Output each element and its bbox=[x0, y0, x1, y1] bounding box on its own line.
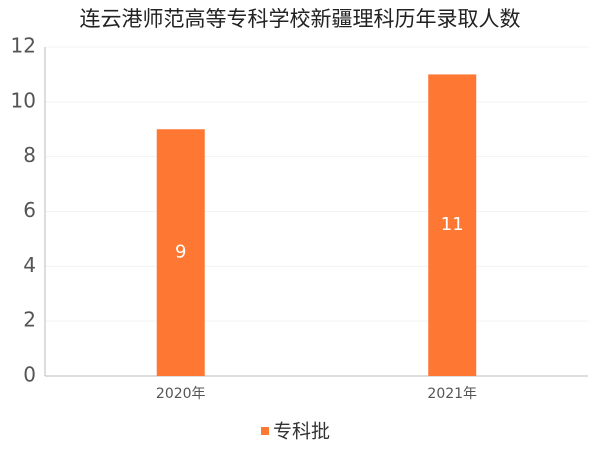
y-tick-label: 0 bbox=[23, 363, 36, 387]
bar bbox=[156, 129, 205, 376]
chart-title: 连云港师范高等专科学校新疆理科历年录取人数 bbox=[80, 7, 521, 31]
x-tick-label: 2021年 bbox=[427, 386, 477, 402]
data-label: 9 bbox=[175, 242, 186, 263]
legend-label: 专科批 bbox=[273, 421, 330, 443]
y-tick-label: 4 bbox=[23, 253, 36, 277]
y-tick-label: 8 bbox=[23, 143, 36, 167]
y-tick-label: 10 bbox=[11, 88, 36, 112]
x-tick-label: 2020年 bbox=[156, 386, 206, 402]
bar bbox=[428, 74, 477, 377]
legend-swatch bbox=[261, 427, 269, 435]
y-tick-label: 12 bbox=[11, 34, 36, 58]
y-tick-label: 6 bbox=[23, 198, 36, 222]
data-label: 11 bbox=[441, 214, 464, 235]
y-tick-label: 2 bbox=[23, 308, 36, 332]
